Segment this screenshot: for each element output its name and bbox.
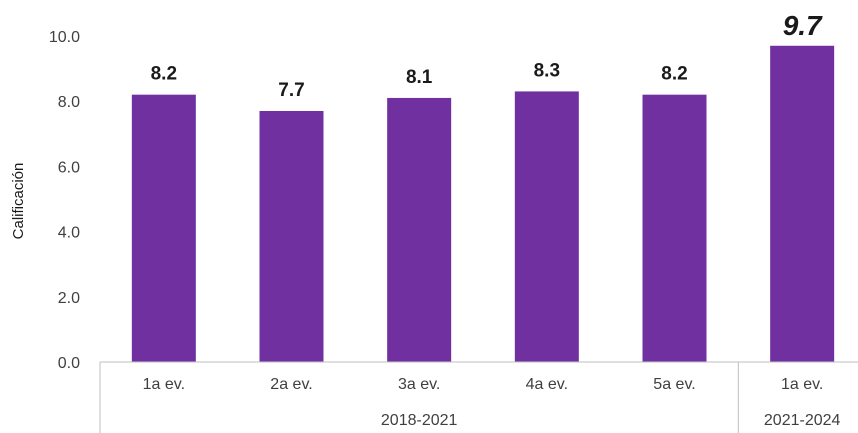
bar [514, 91, 579, 363]
data-label: 8.3 [534, 60, 560, 81]
bar [259, 110, 324, 362]
y-tick-label: 2.0 [58, 290, 80, 307]
y-axis-ticks: 0.0 2.0 4.0 6.0 8.0 10.0 [49, 29, 80, 372]
data-label: 9.7 [783, 10, 823, 41]
x-group-label: 2018-2021 [381, 412, 458, 429]
x-tick-label: 5a ev. [653, 376, 695, 393]
bar [387, 97, 452, 362]
y-tick-label: 10.0 [49, 29, 80, 46]
x-axis: 1a ev. 2a ev. 3a ev. 4a ev. 5a ev. 1a ev. 2018… [99, 361, 858, 433]
x-tick-label: 1a ev. [143, 376, 185, 393]
bars [131, 45, 835, 363]
y-tick-label: 4.0 [58, 225, 80, 242]
y-tick-label: 6.0 [58, 159, 80, 176]
data-label: 8.2 [661, 64, 687, 85]
bar [131, 94, 196, 363]
y-tick-label: 0.0 [58, 355, 80, 372]
x-tick-label: 3a ev. [398, 376, 440, 393]
bar [770, 45, 835, 362]
x-group-label: 2021-2024 [764, 412, 841, 429]
x-tick-label: 2a ev. [270, 376, 312, 393]
data-labels: 8.2 7.7 8.1 8.3 8.2 9.7 [151, 10, 823, 101]
y-tick-label: 8.0 [58, 94, 80, 111]
y-axis-title: Calificación [10, 163, 27, 240]
bar [642, 94, 707, 363]
data-label: 8.2 [151, 64, 177, 85]
data-label: 7.7 [278, 80, 304, 101]
x-tick-label: 1a ev. [781, 376, 823, 393]
data-label: 8.1 [406, 67, 433, 88]
x-tick-label: 4a ev. [526, 376, 568, 393]
